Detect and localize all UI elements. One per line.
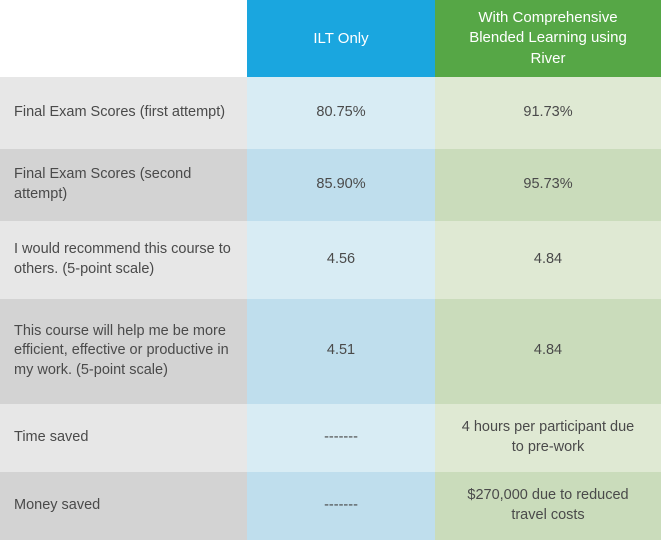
- cell-river: 95.73%: [435, 149, 661, 221]
- table-row: I would recommend this course to others.…: [0, 221, 661, 299]
- cell-ilt: 4.56: [247, 221, 435, 299]
- col-header-river: With Comprehensive Blended Learning usin…: [435, 0, 661, 77]
- cell-ilt: 80.75%: [247, 77, 435, 149]
- comparison-table: ILT Only With Comprehensive Blended Lear…: [0, 0, 661, 540]
- table-row: Money saved ------- $270,000 due to redu…: [0, 472, 661, 540]
- cell-ilt: -------: [247, 472, 435, 540]
- cell-river: 91.73%: [435, 77, 661, 149]
- col-header-ilt: ILT Only: [247, 0, 435, 77]
- row-label: Money saved: [0, 472, 247, 540]
- table-row: This course will help me be more efficie…: [0, 299, 661, 404]
- cell-ilt: 4.51: [247, 299, 435, 404]
- cell-ilt: -------: [247, 404, 435, 472]
- cell-river: 4 hours per participant due to pre-work: [435, 404, 661, 472]
- row-label: Final Exam Scores (first attempt): [0, 77, 247, 149]
- cell-river: $270,000 due to reduced travel costs: [435, 472, 661, 540]
- row-label: I would recommend this course to others.…: [0, 221, 247, 299]
- cell-river: 4.84: [435, 221, 661, 299]
- row-label: Time saved: [0, 404, 247, 472]
- row-label: This course will help me be more efficie…: [0, 299, 247, 404]
- row-label: Final Exam Scores (second attempt): [0, 149, 247, 221]
- header-row: ILT Only With Comprehensive Blended Lear…: [0, 0, 661, 77]
- cell-ilt: 85.90%: [247, 149, 435, 221]
- table-row: Final Exam Scores (second attempt) 85.90…: [0, 149, 661, 221]
- header-corner: [0, 0, 247, 77]
- table-body: Final Exam Scores (first attempt) 80.75%…: [0, 77, 661, 540]
- table-row: Time saved ------- 4 hours per participa…: [0, 404, 661, 472]
- cell-river: 4.84: [435, 299, 661, 404]
- table-row: Final Exam Scores (first attempt) 80.75%…: [0, 77, 661, 149]
